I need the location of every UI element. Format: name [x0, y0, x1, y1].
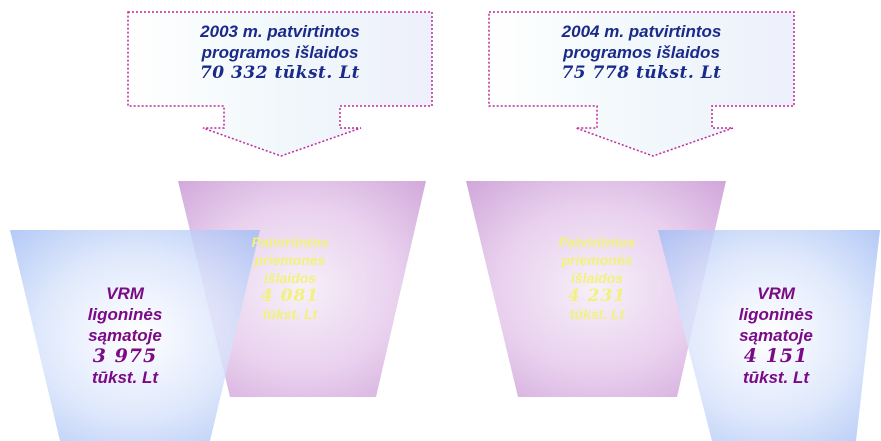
left-callout-line2: programos išlaidos: [201, 43, 359, 62]
right-callout-amount: 75 778 tūkst. Lt: [561, 63, 722, 83]
right-pink-value: 4 231: [567, 286, 627, 306]
left-blue-line3: sąmatoje: [88, 326, 162, 345]
left-pink-line2: priemonės: [254, 252, 326, 268]
left-blue-line2: ligoninės: [87, 305, 163, 324]
right-blue-line1: VRM: [757, 284, 795, 303]
left-callout-shape: [127, 11, 433, 157]
right-blue-value: 4 151: [743, 345, 809, 367]
right-blue-line3: sąmatoje: [739, 326, 813, 345]
right-blue-unit: tūkst. Lt: [742, 368, 810, 387]
right-pink-line2: priemonės: [561, 252, 633, 268]
left-blue-unit: tūkst. Lt: [91, 368, 159, 387]
left-pink-unit: tūkst. Lt: [262, 306, 318, 322]
left-pink-value: 4 081: [260, 286, 320, 306]
left-pink-text: Patvirtintos priemonės išlaidos 4 081 tū…: [230, 233, 350, 323]
right-pink-line1: Patvirtintos: [558, 234, 636, 250]
right-pink-unit: tūkst. Lt: [569, 306, 625, 322]
left-blue-trapezoid: [10, 230, 260, 441]
right-callout-shape: [488, 11, 795, 157]
left-blue-line1: VRM: [106, 284, 144, 303]
right-pink-text: Patvirtintos priemonės išlaidos 4 231 tū…: [537, 233, 657, 323]
right-blue-line2: ligoninės: [738, 305, 814, 324]
right-blue-trapezoid: [658, 230, 880, 441]
left-pink-line1: Patvirtintos: [251, 234, 329, 250]
right-callout-text: 2004 m. patvirtintos programos išlaidos …: [489, 21, 794, 84]
left-callout-amount: 70 332 tūkst. Lt: [199, 63, 361, 83]
left-callout-line1: 2003 m. patvirtintos: [200, 22, 360, 41]
right-pink-line3: išlaidos: [570, 270, 624, 286]
right-callout-line2: programos išlaidos: [563, 43, 720, 62]
left-blue-text: VRM ligoninės sąmatoje 3 975 tūkst. Lt: [65, 283, 185, 388]
right-blue-text: VRM ligoninės sąmatoje 4 151 tūkst. Lt: [716, 283, 836, 388]
left-blue-value: 3 975: [92, 345, 158, 367]
left-callout-text: 2003 m. patvirtintos programos išlaidos …: [128, 21, 432, 84]
left-pink-line3: išlaidos: [263, 270, 317, 286]
right-callout-line1: 2004 m. patvirtintos: [561, 22, 722, 41]
